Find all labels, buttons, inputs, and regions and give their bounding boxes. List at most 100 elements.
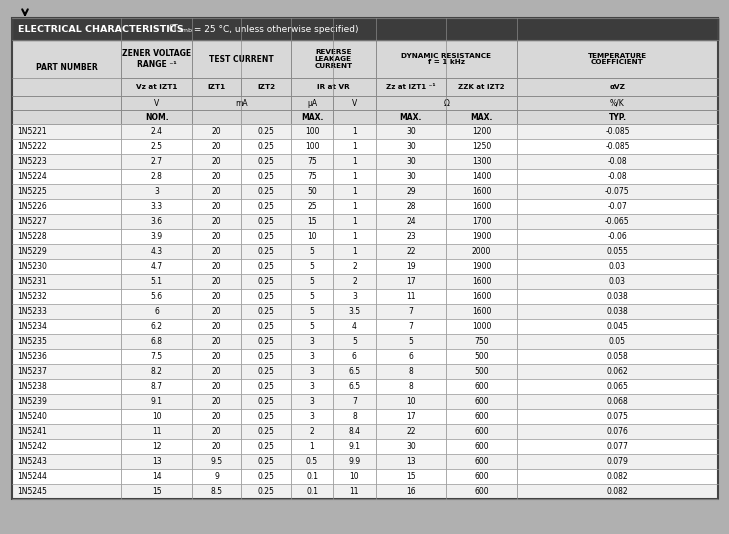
Text: 1250: 1250	[472, 142, 491, 151]
Bar	[12, 409, 718, 424]
Text: 9.5: 9.5	[211, 457, 223, 466]
Text: 19: 19	[406, 262, 416, 271]
Text: 28: 28	[406, 202, 416, 211]
Text: 20: 20	[212, 292, 222, 301]
Text: -0.08: -0.08	[607, 172, 627, 181]
Text: 3: 3	[352, 292, 357, 301]
Text: 0.25: 0.25	[258, 232, 275, 241]
Bar	[12, 124, 718, 139]
Text: 0.25: 0.25	[258, 247, 275, 256]
Text: 100: 100	[305, 142, 319, 151]
Text: 3.5: 3.5	[348, 307, 360, 316]
Bar	[12, 439, 718, 454]
Text: 1N5231: 1N5231	[17, 277, 47, 286]
Text: IR at VR: IR at VR	[317, 84, 349, 90]
Text: 0.075: 0.075	[607, 412, 628, 421]
Text: 750: 750	[474, 337, 489, 346]
Text: 8.5: 8.5	[211, 487, 223, 496]
Bar	[12, 379, 718, 394]
Text: 20: 20	[212, 412, 222, 421]
Text: 16: 16	[406, 487, 416, 496]
Text: 0.25: 0.25	[258, 157, 275, 166]
Text: 23: 23	[406, 232, 416, 241]
Text: 9.9: 9.9	[348, 457, 360, 466]
Text: 20: 20	[212, 232, 222, 241]
Text: 600: 600	[474, 442, 489, 451]
Text: 1N5239: 1N5239	[17, 397, 47, 406]
Text: 20: 20	[212, 277, 222, 286]
Text: 30: 30	[406, 157, 416, 166]
Text: 9.1: 9.1	[151, 397, 163, 406]
Text: 4.3: 4.3	[151, 247, 163, 256]
Text: ZENER VOLTAGE
RANGE ⁻¹: ZENER VOLTAGE RANGE ⁻¹	[122, 49, 191, 69]
Text: 0.1: 0.1	[306, 487, 318, 496]
Text: 8: 8	[408, 367, 413, 376]
Text: 0.25: 0.25	[258, 142, 275, 151]
Bar	[12, 139, 718, 154]
Bar	[122, 110, 192, 124]
Text: 1600: 1600	[472, 307, 491, 316]
Text: 9.1: 9.1	[348, 442, 360, 451]
Bar	[12, 304, 718, 319]
Text: 0.25: 0.25	[258, 202, 275, 211]
Text: 600: 600	[474, 427, 489, 436]
Text: 17: 17	[406, 277, 416, 286]
Bar	[241, 78, 291, 96]
Bar	[192, 78, 241, 96]
Text: 1N5237: 1N5237	[17, 367, 47, 376]
Text: 0.5: 0.5	[306, 457, 318, 466]
Text: 10: 10	[307, 232, 317, 241]
Bar	[12, 364, 718, 379]
Text: 1: 1	[352, 232, 356, 241]
Text: 6: 6	[155, 307, 159, 316]
Text: 6.5: 6.5	[348, 367, 360, 376]
Text: mA: mA	[235, 98, 248, 107]
Text: 1900: 1900	[472, 262, 491, 271]
Text: 5.1: 5.1	[151, 277, 163, 286]
Text: 1600: 1600	[472, 277, 491, 286]
Text: 0.25: 0.25	[258, 412, 275, 421]
Text: 1: 1	[352, 172, 356, 181]
Text: 1N5226: 1N5226	[17, 202, 47, 211]
Text: 0.077: 0.077	[607, 442, 628, 451]
Text: 1: 1	[352, 157, 356, 166]
Text: 2.8: 2.8	[151, 172, 163, 181]
Text: 24: 24	[406, 217, 416, 226]
Text: 10: 10	[350, 472, 359, 481]
Text: 20: 20	[212, 262, 222, 271]
Text: 3: 3	[310, 367, 314, 376]
Text: 600: 600	[474, 412, 489, 421]
Bar	[333, 110, 375, 124]
Bar	[12, 319, 718, 334]
Text: 15: 15	[406, 472, 416, 481]
Text: 7: 7	[408, 307, 413, 316]
Text: 0.25: 0.25	[258, 172, 275, 181]
Text: 20: 20	[212, 142, 222, 151]
Bar	[291, 96, 333, 110]
Bar	[192, 96, 291, 110]
Bar	[446, 110, 517, 124]
Text: 0.079: 0.079	[607, 457, 628, 466]
Text: 3: 3	[310, 397, 314, 406]
Text: 3.3: 3.3	[151, 202, 163, 211]
Text: μA: μA	[307, 98, 317, 107]
Text: MAX.: MAX.	[399, 113, 422, 122]
Text: 75: 75	[307, 157, 317, 166]
Bar	[517, 78, 718, 96]
Text: TEMPERATURE
COEFFICIENT: TEMPERATURE COEFFICIENT	[588, 52, 647, 66]
Text: -0.07: -0.07	[607, 202, 627, 211]
Text: 3: 3	[155, 187, 159, 196]
Bar	[12, 424, 718, 439]
Text: 30: 30	[406, 442, 416, 451]
Text: 1N5221: 1N5221	[17, 127, 47, 136]
Text: 25: 25	[307, 202, 317, 211]
Text: 13: 13	[152, 457, 162, 466]
Text: 600: 600	[474, 472, 489, 481]
Text: 1N5229: 1N5229	[17, 247, 47, 256]
Text: 0.25: 0.25	[258, 382, 275, 391]
Text: 10: 10	[406, 397, 416, 406]
Text: 1400: 1400	[472, 172, 491, 181]
Text: 20: 20	[212, 187, 222, 196]
Bar	[375, 78, 446, 96]
Text: 1N5232: 1N5232	[17, 292, 47, 301]
